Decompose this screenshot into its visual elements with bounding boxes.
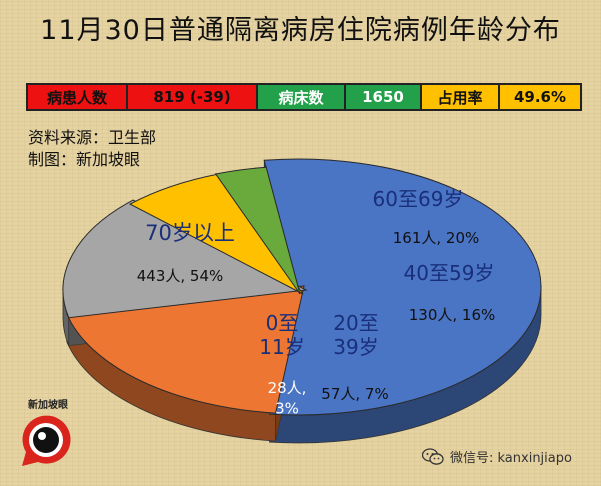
slice-detail-s0: 28人, 3%: [268, 379, 307, 417]
brand-logo: 新加坡眼: [22, 398, 71, 466]
pie-slice-s70: [263, 158, 542, 416]
logo-text: 新加坡眼: [28, 398, 68, 411]
pie-slice-s60: [66, 285, 305, 414]
slice-label-s20: 20至 39岁: [333, 311, 378, 359]
slice-label-s40: 40至59岁: [404, 261, 495, 285]
slice-label-s60: 60至69岁: [373, 187, 464, 211]
slice-label-s0: 0至 11岁: [259, 311, 304, 359]
logo-eye-icon: [33, 427, 59, 453]
patients-value: 819 (-39): [128, 85, 258, 109]
beds-label: 病床数: [258, 85, 346, 109]
stats-bar: 病患人数 819 (-39) 病床数 1650 占用率 49.6%: [26, 83, 582, 111]
beds-value: 1650: [346, 85, 422, 109]
pie-tops: [62, 158, 542, 416]
slice-detail-s60: 161人, 20%: [393, 229, 480, 247]
maker-text: 制图：新加坡眼: [28, 150, 141, 169]
pie-slice-s0: [214, 166, 301, 295]
wechat-icon: [422, 447, 444, 465]
wechat-watermark: 微信号: kanxinjiapo: [422, 447, 572, 466]
occupancy-value: 49.6%: [500, 85, 580, 109]
pie-labels: 70岁以上 443人, 54% 60至69岁 161人, 20% 40至59岁 130人,…: [137, 187, 496, 417]
pie-slice-s40: [62, 199, 308, 319]
slice-label-s70: 70岁以上: [145, 221, 235, 245]
slice-detail-s70: 443人, 54%: [137, 267, 224, 285]
wechat-id: 微信号: kanxinjiapo: [450, 451, 572, 466]
chart-title: 11月30日普通隔离病房住院病例年龄分布: [40, 15, 561, 46]
slice-detail-s20: 57人, 7%: [321, 385, 388, 403]
source-text: 资料来源：卫生部: [28, 128, 157, 147]
patients-label: 病患人数: [28, 85, 128, 109]
logo-eye-glint-icon: [38, 432, 46, 440]
occupancy-label: 占用率: [422, 85, 500, 109]
slice-detail-s40: 130人, 16%: [409, 306, 496, 324]
